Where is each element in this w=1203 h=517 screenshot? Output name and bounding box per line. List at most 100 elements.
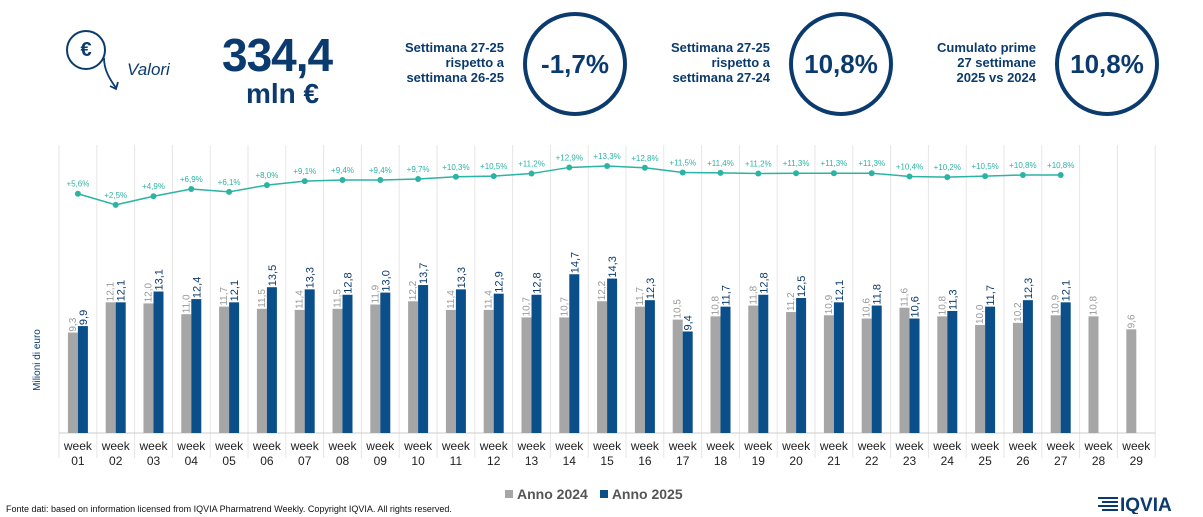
bar-label-2024: 11,4 [446,290,457,309]
kpi-1-circle: -1,7% [523,12,627,116]
growth-label: +9,4% [369,166,392,175]
bar-label-2025: 11,3 [947,289,959,310]
bar-label-2025: 12,1 [834,280,846,301]
bar-2025 [985,306,996,433]
bar-2024 [559,317,570,433]
growth-point [566,164,573,171]
growth-point [150,193,157,200]
bar-2024 [823,315,834,433]
bar-label-2024: 12,0 [144,282,155,302]
x-tick-label: 15 [600,454,614,468]
kpi-1-label: Settimana 27-25 rispetto a settimana 26-25 [405,40,504,85]
growth-label: +8,0% [255,171,278,180]
growth-point [112,201,119,208]
bar-2024 [181,314,192,433]
growth-point [755,170,762,177]
euro-icon: € [66,30,106,70]
bar-2024 [67,332,78,433]
growth-label: +11,3% [821,159,848,168]
growth-point [301,178,308,185]
growth-label: +12,9% [556,153,583,162]
growth-label: +10,4% [896,162,923,171]
bar-2025 [304,289,315,433]
bar-2025 [115,302,126,433]
bar-2024 [899,307,910,433]
bar-label-2024: 11,4 [484,290,495,309]
bar-2025 [607,278,618,433]
growth-label: +6,9% [180,175,203,184]
growth-label: +9,4% [331,166,354,175]
x-tick-label: week [932,439,962,453]
kpi-3-label: Cumulato prime 27 settimane 2025 vs 2024 [937,40,1036,85]
bar-label-2025: 9,9 [78,310,90,325]
bar-2024 [1088,316,1099,433]
x-tick-label: 22 [865,454,879,468]
bar-label-2024: 10,9 [1051,294,1062,314]
bar-label-2024: 12,2 [597,280,608,300]
total-value: 334,4 [222,29,333,81]
bar-2024 [294,309,305,433]
x-tick-label: week [592,439,622,453]
growth-label: +11,3% [783,159,810,168]
x-tick-label: week [894,439,924,453]
bar-2025 [720,306,731,433]
growth-label: +10,8% [1009,161,1036,170]
growth-point [339,177,346,184]
x-tick-label: 02 [109,454,123,468]
bar-label-2024: 11,8 [748,285,759,304]
x-tick-label: 27 [1054,454,1068,468]
growth-label: +9,7% [407,165,430,174]
growth-label: +5,6% [66,180,89,189]
legend-item-2025: Anno 2025 [599,486,683,502]
bar-label-2024: 10,9 [824,294,835,314]
x-tick-label: week [252,439,282,453]
bar-2025 [191,299,202,433]
x-tick-label: week [781,439,811,453]
growth-label: +11,2% [518,160,545,169]
bar-2025 [909,318,920,433]
bar-2025 [77,326,88,433]
growth-point [377,177,384,184]
growth-label: +11,3% [858,159,885,168]
growth-point [830,170,837,177]
growth-label: +11,4% [707,159,734,168]
x-tick-label: week [1121,439,1151,453]
growth-label: +6,1% [218,178,241,187]
bar-2024 [332,308,343,433]
bar-2024 [975,325,986,433]
growth-point [906,173,913,180]
growth-point [1019,172,1026,178]
bar-2025 [871,305,882,433]
x-tick-label: week [290,439,320,453]
growth-point [944,174,951,181]
bar-2025 [493,293,504,433]
bar-2024 [634,306,645,433]
bar-2024 [1050,315,1061,433]
bar-2024 [597,301,608,433]
bar-2024 [445,309,456,433]
x-tick-label: week [743,439,773,453]
bar-label-2024: 12,2 [408,280,419,300]
kpi-2-label: Settimana 27-25 rispetto a settimana 27-24 [671,40,770,85]
bar-2025 [947,310,958,433]
legend-label-2024: Anno 2024 [517,486,588,502]
source-note: Fonte dati: based on information license… [6,504,452,514]
bar-2025 [682,331,693,433]
x-tick-label: 11 [450,454,463,468]
x-tick-label: 03 [147,454,161,468]
x-tick-label: week [970,439,1000,453]
x-tick-label: 07 [298,454,312,468]
x-tick-label: week [819,439,849,453]
growth-point [188,186,195,193]
bar-2024 [143,303,154,433]
x-tick-label: week [441,439,471,453]
bar-label-2025: 12,1 [116,280,128,301]
x-tick-label: 29 [1130,454,1144,468]
bar-2025 [758,294,769,433]
x-tick-label: week [138,439,168,453]
x-tick-label: 14 [563,454,577,468]
legend-swatch-2024 [505,490,513,498]
bar-label-2025: 12,3 [645,278,657,299]
total-unit: mln € [246,78,320,109]
bar-label-2025: 12,8 [532,272,544,293]
